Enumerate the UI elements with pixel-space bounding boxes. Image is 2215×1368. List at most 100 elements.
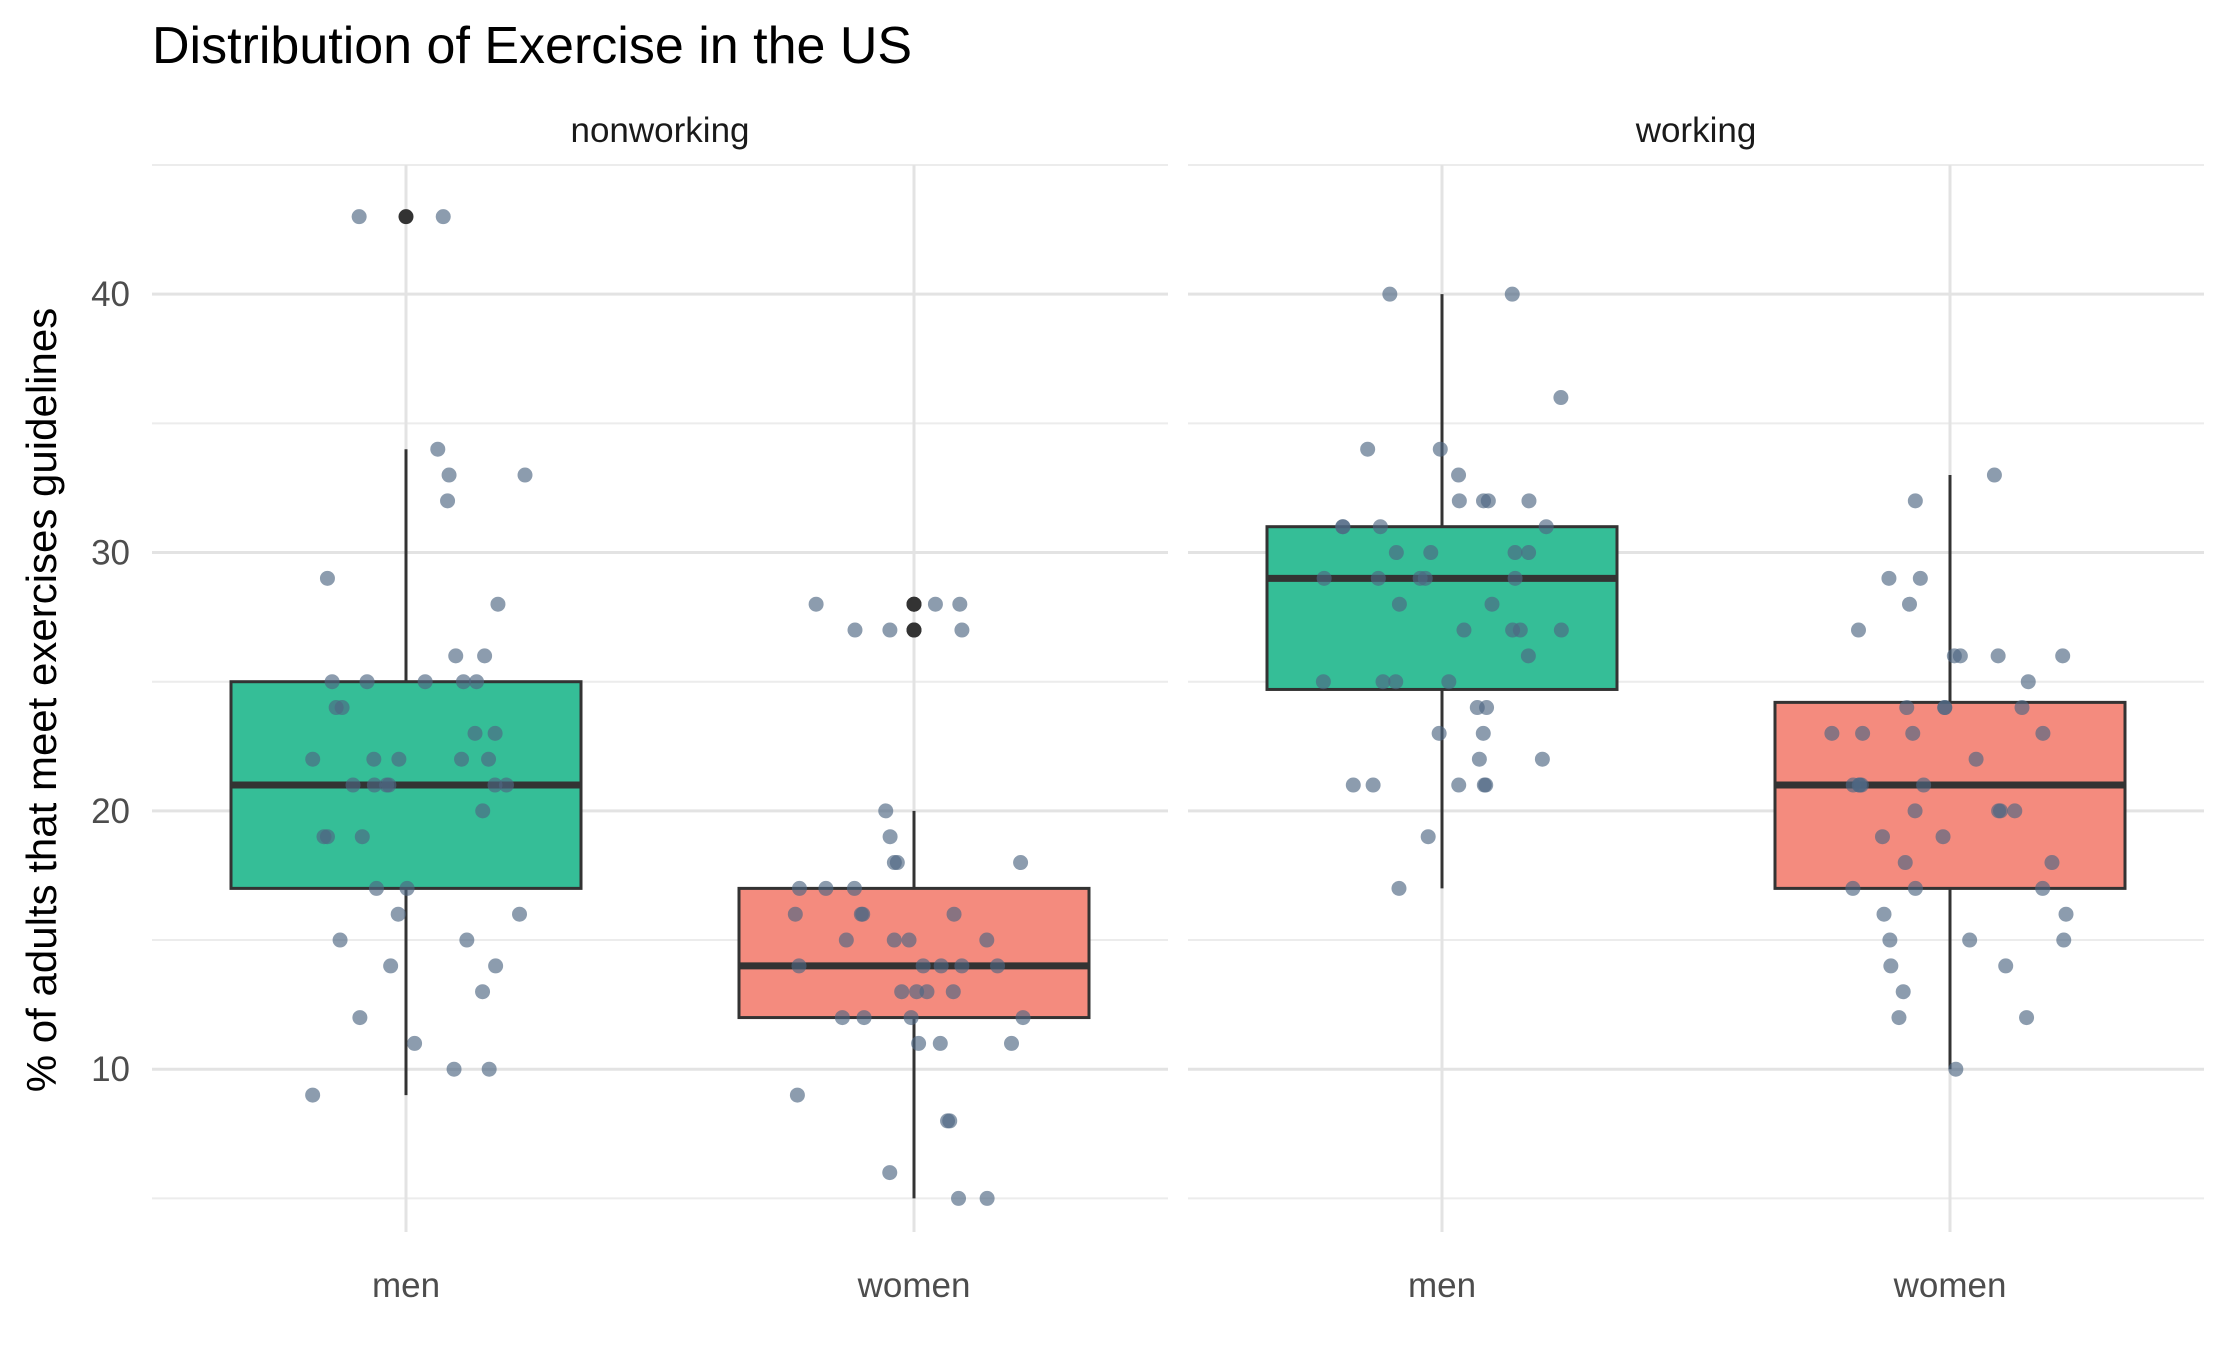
- data-point: [1521, 545, 1537, 561]
- data-point: [1946, 648, 1962, 664]
- data-point: [1991, 803, 2007, 819]
- data-point: [1423, 545, 1439, 561]
- data-point: [882, 1165, 898, 1181]
- data-point: [481, 1061, 497, 1077]
- data-point: [305, 1087, 321, 1103]
- data-point: [1521, 493, 1537, 509]
- data-point: [1901, 596, 1917, 612]
- data-point: [1504, 286, 1520, 302]
- data-point: [1004, 1035, 1020, 1051]
- data-point: [324, 674, 340, 690]
- data-point: [368, 880, 384, 896]
- data-point: [1360, 441, 1376, 457]
- data-point: [1553, 622, 1569, 638]
- data-point: [1335, 519, 1351, 535]
- data-point: [952, 596, 968, 612]
- data-point: [1315, 674, 1331, 690]
- data-point: [1937, 700, 1953, 716]
- data-point: [345, 777, 361, 793]
- data-point: [332, 932, 348, 948]
- data-point: [381, 777, 397, 793]
- data-point: [319, 570, 335, 586]
- data-point: [1895, 984, 1911, 1000]
- data-point: [448, 648, 464, 664]
- x-tick-label: women: [1893, 1266, 2007, 1305]
- data-point: [1882, 932, 1898, 948]
- data-point: [946, 906, 962, 922]
- chart-title: Distribution of Exercise in the US: [152, 17, 912, 75]
- data-point: [1876, 906, 1892, 922]
- data-point: [1507, 545, 1523, 561]
- data-point: [903, 1010, 919, 1026]
- data-point: [1852, 777, 1868, 793]
- data-point: [351, 209, 367, 225]
- data-point: [1850, 622, 1866, 638]
- data-point: [927, 596, 943, 612]
- data-point: [2007, 803, 2023, 819]
- data-point: [1484, 596, 1500, 612]
- data-point: [951, 1190, 967, 1206]
- data-point: [467, 725, 483, 741]
- data-point: [1935, 829, 1951, 845]
- data-point: [1998, 958, 2014, 974]
- x-tick-label: men: [1408, 1266, 1476, 1305]
- data-point: [477, 648, 493, 664]
- data-point: [915, 958, 931, 974]
- data-point: [1451, 467, 1467, 483]
- data-point: [487, 777, 503, 793]
- data-point: [979, 1190, 995, 1206]
- y-tick-label: 30: [91, 534, 130, 573]
- data-point: [933, 958, 949, 974]
- data-point: [2035, 880, 2051, 896]
- x-tick-label: women: [857, 1266, 971, 1305]
- data-point: [430, 441, 446, 457]
- data-point: [391, 751, 407, 767]
- data-point: [1451, 777, 1467, 793]
- data-point: [919, 984, 935, 1000]
- data-point: [469, 674, 485, 690]
- data-point: [2055, 648, 2071, 664]
- data-point: [1948, 1061, 1964, 1077]
- data-point: [1845, 880, 1861, 896]
- data-point: [838, 932, 854, 948]
- data-point: [1553, 390, 1569, 406]
- data-point: [1420, 829, 1436, 845]
- data-point: [455, 674, 471, 690]
- data-point: [945, 984, 961, 1000]
- data-point: [512, 906, 528, 922]
- outlier-point: [906, 622, 922, 638]
- data-point: [459, 932, 475, 948]
- data-point: [846, 880, 862, 896]
- y-tick-label: 40: [91, 275, 130, 314]
- data-point: [316, 829, 332, 845]
- data-point: [1391, 596, 1407, 612]
- data-point: [1451, 493, 1467, 509]
- y-tick-label: 10: [91, 1050, 130, 1089]
- data-point: [990, 958, 1006, 974]
- panel-strip-label: working: [1635, 111, 1757, 150]
- data-point: [1507, 570, 1523, 586]
- data-point: [2019, 1010, 2035, 1026]
- data-point: [847, 622, 863, 638]
- data-point: [488, 958, 504, 974]
- data-point: [1912, 570, 1928, 586]
- data-point: [1015, 1010, 1031, 1026]
- data-point: [390, 906, 406, 922]
- data-point: [475, 984, 491, 1000]
- panel-strip-label: nonworking: [571, 111, 750, 150]
- data-point: [791, 958, 807, 974]
- data-point: [1520, 648, 1536, 664]
- data-point: [1962, 932, 1978, 948]
- data-point: [911, 1035, 927, 1051]
- data-point: [1471, 751, 1487, 767]
- data-point: [441, 467, 457, 483]
- data-point: [517, 467, 533, 483]
- data-point: [1475, 725, 1491, 741]
- data-point: [2044, 855, 2060, 871]
- data-point: [435, 209, 451, 225]
- data-point: [1480, 493, 1496, 509]
- data-point: [366, 751, 382, 767]
- data-point: [1990, 648, 2006, 664]
- data-point: [808, 596, 824, 612]
- data-point: [1365, 777, 1381, 793]
